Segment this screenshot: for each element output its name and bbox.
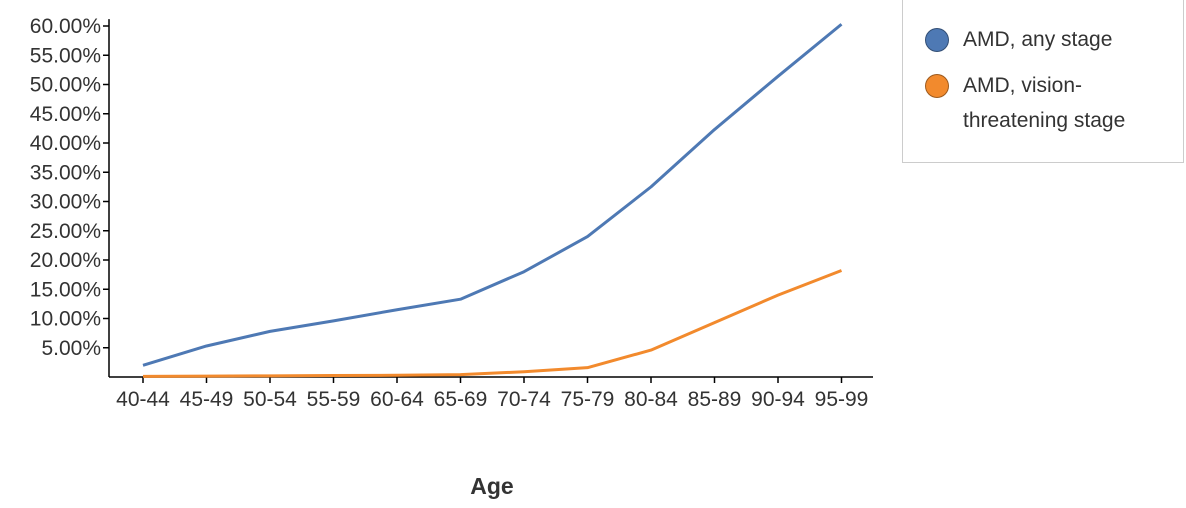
y-tick-label: 20.00% bbox=[30, 249, 101, 272]
x-tick-label: 90-94 bbox=[751, 388, 805, 411]
legend-swatch-any-stage bbox=[925, 28, 949, 52]
x-tick-label: 80-84 bbox=[624, 388, 678, 411]
y-axis: 5.00% 10.00% 15.00% 20.00% 25.00% 30.00% 35.00… bbox=[30, 15, 110, 377]
legend-label-vision-threatening: AMD, vision-threatening stage bbox=[963, 74, 1126, 132]
y-tick-label: 55.00% bbox=[30, 44, 101, 67]
series-layer bbox=[142, 23, 843, 378]
x-tick-label: 75-79 bbox=[561, 388, 615, 411]
legend-item-any-stage: AMD, any stage bbox=[925, 27, 1163, 57]
y-tick-label: 35.00% bbox=[30, 161, 101, 184]
x-tick-label: 95-99 bbox=[815, 388, 869, 411]
legend-item-vision-threatening: AMD, vision-threatening stage bbox=[925, 73, 1163, 138]
series-line-vision-threatening bbox=[142, 269, 843, 378]
x-tick-label: 55-59 bbox=[307, 388, 361, 411]
y-tick-label: 40.00% bbox=[30, 132, 101, 155]
x-axis: 40-44 45-49 50-54 55-59 60-64 65-69 70-74 75-79… bbox=[109, 376, 873, 411]
y-tick-label: 10.00% bbox=[30, 308, 101, 331]
y-tick-label: 50.00% bbox=[30, 74, 101, 97]
y-tick-label: 30.00% bbox=[30, 191, 101, 214]
x-tick-label: 85-89 bbox=[688, 388, 742, 411]
y-tick-label: 15.00% bbox=[30, 278, 101, 301]
x-axis-title: Age bbox=[470, 473, 513, 499]
legend-label-any-stage: AMD, any stage bbox=[963, 28, 1113, 51]
y-tick-label: 25.00% bbox=[30, 220, 101, 243]
x-tick-label: 45-49 bbox=[180, 388, 234, 411]
x-tick-label: 60-64 bbox=[370, 388, 424, 411]
legend-swatch-vision-threatening bbox=[925, 74, 949, 98]
line-chart: 5.00% 10.00% 15.00% 20.00% 25.00% 30.00% 35.00… bbox=[30, 15, 873, 499]
y-tick-label: 5.00% bbox=[41, 337, 101, 360]
y-tick-label: 45.00% bbox=[30, 103, 101, 126]
x-tick-label: 65-69 bbox=[434, 388, 488, 411]
x-tick-label: 50-54 bbox=[243, 388, 297, 411]
y-tick-label: 60.00% bbox=[30, 15, 101, 38]
series-line-any-stage bbox=[142, 23, 843, 367]
x-tick-label: 70-74 bbox=[497, 388, 551, 411]
legend: AMD, any stage AMD, vision-threatening s… bbox=[902, 0, 1184, 163]
x-tick-label: 40-44 bbox=[116, 388, 170, 411]
